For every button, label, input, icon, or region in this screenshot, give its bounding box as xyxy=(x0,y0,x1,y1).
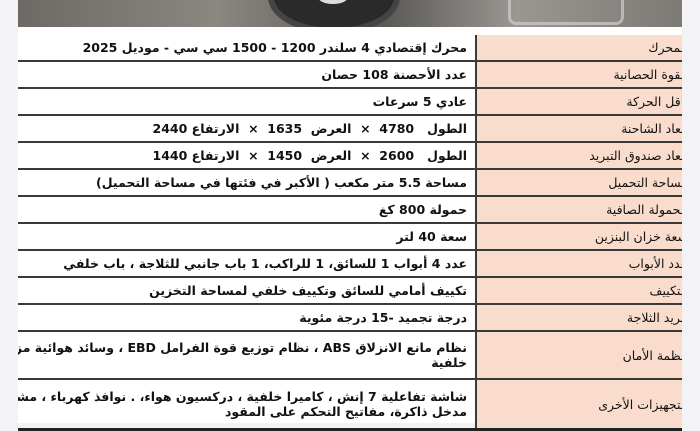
row-label: القوة الحصانية xyxy=(613,67,682,82)
row-value: عدد الأحصنة 108 حصان xyxy=(18,61,476,89)
row-label: عدد الأبواب xyxy=(628,256,682,271)
row-label: أنظمة الأمان xyxy=(622,347,682,363)
table-row: عدد الأبواب عدد 4 أبواب 1 للسائق، 1 للراك… xyxy=(18,250,682,278)
row-label: التجهيزات الأخرى xyxy=(598,396,682,412)
row-value-line: مدخل ذاكرة، مفاتيح التحكم على المقود xyxy=(224,404,467,419)
wheel-hub xyxy=(318,0,348,4)
table-row: أبعاد الشاحنة الطول 4780 × العرض 1635 × ا… xyxy=(18,115,682,143)
truck-photo xyxy=(18,0,682,27)
row-label: سعة خزان البنزين xyxy=(594,229,682,244)
row-value-line: شاشة تفاعلية 7 إنش ، كاميرا خلفية ، دركس… xyxy=(18,389,467,404)
row-value: سعة 40 لتر xyxy=(18,223,476,251)
table-row: التكييف تكييف أمامي للسائق وتكييف خلفي لم… xyxy=(18,277,682,305)
table-row: أنظمة الأمان نظام مانع الانزلاق ABS ، نظا… xyxy=(18,331,682,380)
row-value-line: خلفية xyxy=(431,355,467,370)
row-label: تبريد الثلاجة xyxy=(626,310,682,325)
row-value: عدد 4 أبواب 1 للسائق، 1 للراكب، 1 باب جا… xyxy=(18,250,476,278)
table-row: المحرك محرك إقتصادي 4 سلندر 1200 - 1500 س… xyxy=(18,35,682,62)
row-value: تكييف أمامي للسائق وتكييف خلفي لمساحة ال… xyxy=(18,277,476,305)
row-value: محرك إقتصادي 4 سلندر 1200 - 1500 سي سي -… xyxy=(18,35,476,62)
spec-table: المحرك محرك إقتصادي 4 سلندر 1200 - 1500 س… xyxy=(18,35,682,431)
row-value: حمولة 800 كغ xyxy=(18,196,476,224)
table-row: أبعاد صندوق التبريد الطول 2600 × العرض 14… xyxy=(18,142,682,170)
table-row: التجهيزات الأخرى شاشة تفاعلية 7 إنش ، كام… xyxy=(18,379,682,431)
row-label: الحمولة الصافية xyxy=(606,202,682,217)
table-row: ناقل الحركة عادي 5 سرعات xyxy=(18,88,682,116)
table-row: سعة خزان البنزين سعة 40 لتر xyxy=(18,223,682,251)
row-label: المحرك xyxy=(648,40,682,55)
vehicle-badge xyxy=(508,0,624,25)
row-label: ناقل الحركة xyxy=(626,94,682,109)
table-row: تبريد الثلاجة درجة تجميد -15 درجة مئوية xyxy=(18,304,682,332)
row-label: مساحة التحميل xyxy=(608,175,682,190)
table-row: القوة الحصانية عدد الأحصنة 108 حصان xyxy=(18,61,682,89)
row-label: التكييف xyxy=(649,283,682,298)
row-label: أبعاد الشاحنة xyxy=(621,121,682,136)
table-row: الحمولة الصافية حمولة 800 كغ xyxy=(18,196,682,224)
row-value: الطول 4780 × العرض 1635 × الارتفاع 2440 xyxy=(18,115,476,143)
row-value-line: نظام مانع الانزلاق ABS ، نظام توزيع قوة … xyxy=(18,340,467,355)
row-value: مساحة 5.5 متر مكعب ( الأكبر في فئتها في … xyxy=(18,169,476,197)
row-value: نظام مانع الانزلاق ABS ، نظام توزيع قوة … xyxy=(18,331,476,380)
row-value: الطول 2600 × العرض 1450 × الارتفاع 1440 xyxy=(18,142,476,170)
row-value: عادي 5 سرعات xyxy=(18,88,476,116)
table-row: مساحة التحميل مساحة 5.5 متر مكعب ( الأكبر… xyxy=(18,169,682,197)
row-value: شاشة تفاعلية 7 إنش ، كاميرا خلفية ، دركس… xyxy=(18,379,476,431)
tire-image xyxy=(268,0,400,27)
row-value: درجة تجميد -15 درجة مئوية xyxy=(18,304,476,332)
row-label: أبعاد صندوق التبريد xyxy=(589,148,682,163)
